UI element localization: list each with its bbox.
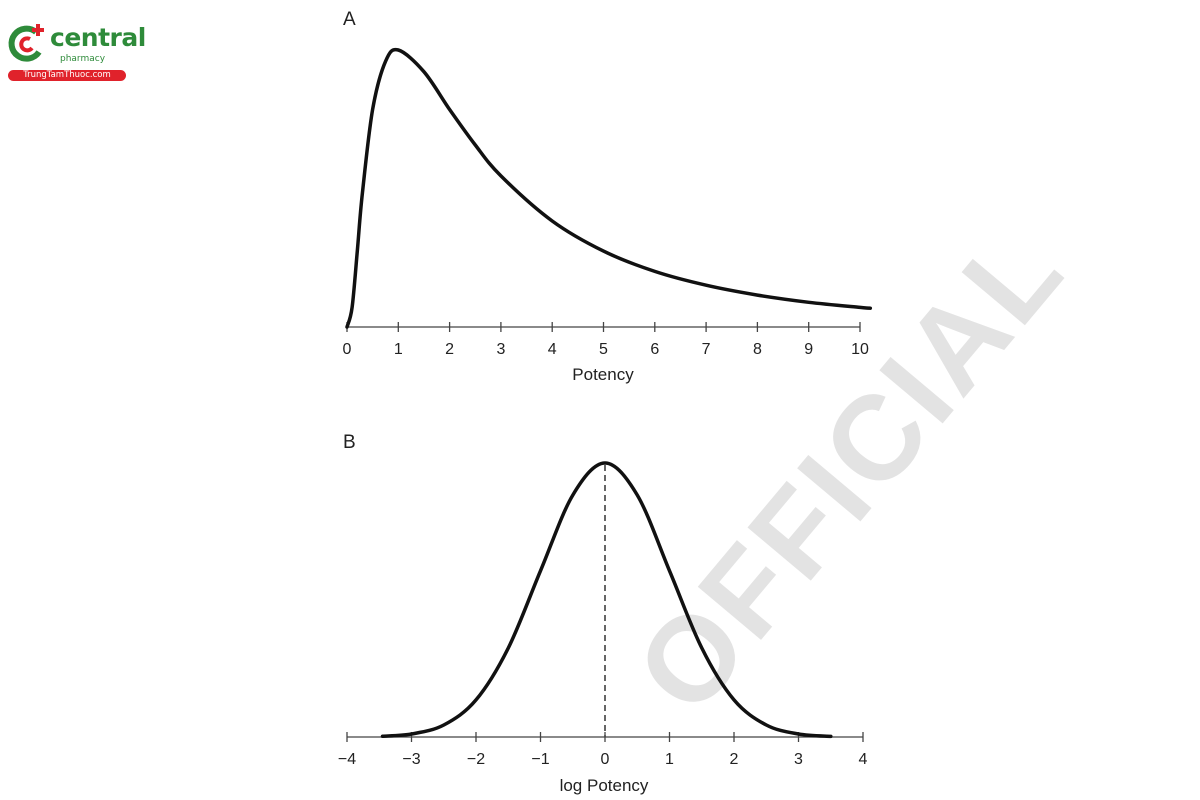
x-tick-label: 3 (496, 341, 505, 358)
x-tick-label: 1 (665, 751, 674, 768)
panel-b-curve (380, 461, 833, 739)
logo-c-mark-icon (8, 24, 44, 62)
central-pharmacy-logo: central pharmacy TrungTamThuoc.com (6, 22, 146, 82)
x-tick-label: −3 (402, 751, 420, 768)
x-tick-label: 0 (601, 751, 610, 768)
x-tick-label: 9 (804, 341, 813, 358)
panel-b-x-axis-title: log Potency (560, 776, 649, 795)
x-tick-label: 6 (650, 341, 659, 358)
x-tick-label: 8 (753, 341, 762, 358)
logo-sub: pharmacy (60, 54, 106, 64)
x-tick-label: 7 (702, 341, 711, 358)
x-tick-label: −4 (338, 751, 356, 768)
panel-a-curve (345, 47, 873, 329)
panel-b-letter: B (343, 432, 356, 453)
x-tick-label: −1 (531, 751, 549, 768)
x-tick-label: 10 (851, 341, 869, 358)
x-tick-label: 4 (548, 341, 557, 358)
x-tick-label: 2 (445, 341, 454, 358)
x-tick-label: 5 (599, 341, 608, 358)
panel-a-letter: A (343, 9, 356, 30)
x-tick-label: 3 (794, 751, 803, 768)
logo-tagline: TrungTamThuoc.com (8, 70, 126, 81)
x-tick-label: 2 (730, 751, 739, 768)
panel-a-x-axis-title: Potency (572, 365, 634, 384)
x-tick-label: 1 (394, 341, 403, 358)
panel-b-x-axis: −4 −3 −2 −1 0 1 2 3 4 (338, 732, 868, 768)
x-tick-label: −2 (467, 751, 485, 768)
watermark: OFFICIAL (611, 203, 1090, 737)
panel-a: A 0 1 2 3 4 5 6 7 8 9 10 Potency (343, 9, 873, 384)
logo-name: central (50, 23, 146, 52)
x-tick-label: 0 (343, 341, 352, 358)
x-tick-label: 4 (859, 751, 868, 768)
panel-b: B −4 −3 −2 −1 0 1 2 3 4 log Potency (338, 432, 868, 795)
panel-a-x-axis: 0 1 2 3 4 5 6 7 8 9 10 (343, 322, 869, 358)
